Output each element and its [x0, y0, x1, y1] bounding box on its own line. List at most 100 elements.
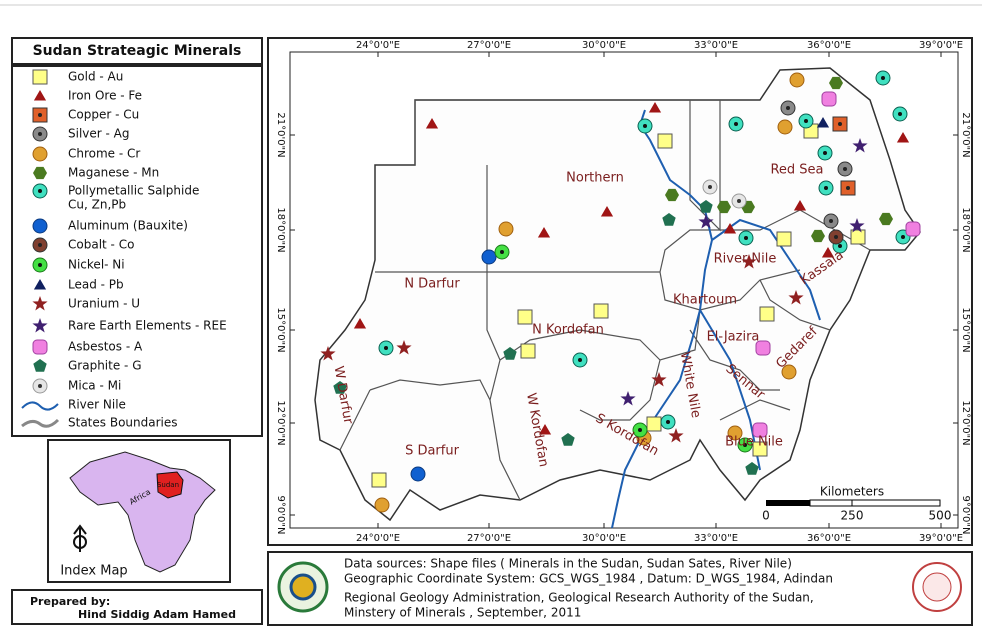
uranium-marker [320, 346, 336, 361]
legend-label: Nickel- Ni [68, 258, 125, 272]
lon-label-bottom: 27°0'0"E [467, 533, 511, 544]
marker-dot [38, 132, 42, 136]
lat-label-left: 12°0'0"N [275, 400, 286, 445]
chrome-marker [789, 72, 805, 88]
marker-dot [638, 428, 642, 432]
asbestos-marker [755, 340, 771, 356]
uranium-marker [32, 296, 48, 311]
asbestos-marker [32, 339, 48, 355]
gold-marker [520, 343, 536, 359]
marker-body [821, 91, 837, 107]
state-label: El-Jazira [707, 330, 760, 345]
poly-marker [728, 116, 744, 132]
marker-body [657, 133, 673, 149]
lat-label-left: 15°0'0"N [275, 307, 286, 352]
legend-label: Silver - Ag [68, 127, 130, 141]
poly-marker [378, 340, 394, 356]
ree-marker [620, 391, 636, 406]
marker-body [32, 339, 48, 355]
marker-dot [384, 346, 388, 350]
chrome-marker [374, 497, 390, 513]
nickel-marker [737, 437, 753, 453]
graphite-marker [333, 381, 347, 394]
scale-label: 250 [841, 509, 864, 523]
lat-label-right: 18°0'0"N [960, 207, 971, 252]
legend-label: Aluminum (Bauxite) [68, 219, 188, 233]
marker-body [498, 221, 514, 237]
aluminum-marker [32, 218, 48, 234]
marker-dot [578, 358, 582, 362]
marker-body [537, 227, 551, 238]
marker-body [852, 138, 868, 153]
scale-title: Kilometers [820, 485, 884, 499]
uranium-marker [668, 428, 684, 443]
iron-marker [821, 247, 835, 258]
iron-marker [600, 206, 614, 217]
index-country-label: Sudan [157, 481, 179, 489]
title: Sudan Strateagic Minerals [33, 43, 242, 59]
marker-dot [838, 122, 842, 126]
marker-dot [804, 119, 808, 123]
legend-label: Rare Earth Elements - REE [68, 319, 227, 333]
marker-dot [843, 167, 847, 171]
ree-marker [852, 138, 868, 153]
graphite-marker [699, 200, 713, 213]
lon-label-top: 24°0'0"E [356, 40, 400, 51]
poly-marker [572, 352, 588, 368]
marker-body [538, 424, 552, 435]
marker-body [759, 306, 775, 322]
marker-body [741, 254, 757, 269]
marker-body [752, 422, 768, 438]
lon-label-top: 27°0'0"E [467, 40, 511, 51]
marker-body [410, 466, 426, 482]
marker-dot [901, 235, 905, 239]
lat-label-right: 9°0'0"N [960, 496, 971, 535]
sudan-shape [156, 471, 184, 499]
marker-body [320, 346, 336, 361]
prepared-heading: Prepared by: [30, 595, 110, 608]
manganese-marker [829, 76, 843, 90]
marker-dot [666, 420, 670, 424]
copper-marker [32, 107, 48, 123]
marker-dot [743, 443, 747, 447]
marker-body [374, 497, 390, 513]
uranium-marker [741, 254, 757, 269]
poly-marker [637, 118, 653, 134]
nickel-marker [32, 257, 48, 273]
marker-body [821, 247, 835, 258]
marker-body [850, 229, 866, 245]
lon-label-bottom: 39°0'0"E [919, 533, 963, 544]
lat-label-right: 12°0'0"N [960, 400, 971, 445]
marker-body [353, 318, 367, 329]
marker-dot [38, 113, 42, 117]
marker-body [33, 279, 47, 290]
legend-label: Iron Ore - Fe [68, 89, 142, 103]
iron-marker [538, 424, 552, 435]
marker-body [776, 231, 792, 247]
info-line: Regional Geology Administration, Geologi… [344, 591, 814, 605]
prepared-name: Hind Siddig Adam Hamed [78, 608, 236, 621]
marker-body [788, 290, 804, 305]
marker-dot [38, 384, 42, 388]
legend-label: Maganese - Mn [68, 166, 159, 180]
iron-marker [793, 200, 807, 211]
aluminum-marker [410, 466, 426, 482]
country-map [314, 67, 921, 529]
legend-label: Graphite - G [68, 359, 142, 373]
asbestos-marker [905, 221, 921, 237]
marker-body [816, 117, 830, 128]
lon-label-top: 36°0'0"E [807, 40, 851, 51]
marker-body [829, 76, 843, 90]
scale-label: 0 [762, 509, 770, 523]
marker-body [32, 218, 48, 234]
lat-label-left: 18°0'0"N [275, 207, 286, 252]
legend-boundary [21, 418, 60, 428]
legend-label: Lead - Pb [68, 278, 124, 292]
lon-label-bottom: 36°0'0"E [807, 533, 851, 544]
mica-marker [731, 193, 747, 209]
marker-dot [708, 185, 712, 189]
uranium-marker [788, 290, 804, 305]
marker-dot [881, 76, 885, 80]
marker-body [371, 472, 387, 488]
